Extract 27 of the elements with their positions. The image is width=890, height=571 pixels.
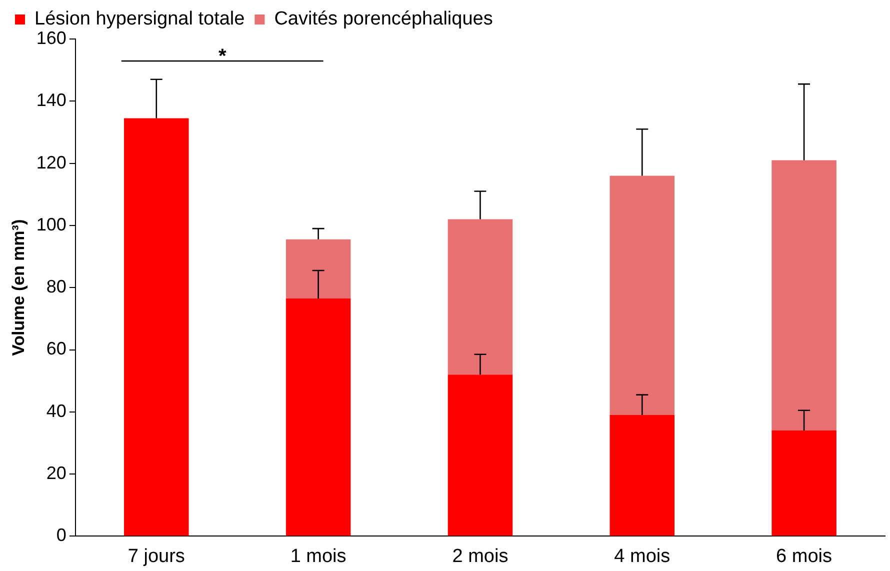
bar xyxy=(286,298,351,536)
y-tick-label: 0 xyxy=(56,525,66,546)
y-tick-label: 100 xyxy=(36,214,66,234)
y-tick-label: 160 xyxy=(36,28,66,48)
bar xyxy=(772,430,836,536)
bar xyxy=(124,118,189,536)
legend-label: Cavités porencéphaliques xyxy=(274,8,493,30)
x-tick-label: 1 mois xyxy=(290,546,346,567)
x-tick-label: 2 mois xyxy=(452,546,508,567)
annotation: * xyxy=(218,46,226,68)
y-tick-label: 40 xyxy=(46,400,66,421)
y-tick-label: 140 xyxy=(36,90,66,110)
y-tick-label: 80 xyxy=(46,276,66,297)
x-tick-label: 6 mois xyxy=(776,546,832,567)
legend-label: Lésion hypersignal totale xyxy=(34,8,245,30)
y-tick-label: 20 xyxy=(46,463,66,484)
y-axis-title: Volume (en mm³) xyxy=(8,219,28,356)
y-tick-label: 60 xyxy=(46,338,66,359)
x-tick-label: 4 mois xyxy=(614,546,670,567)
bar xyxy=(772,160,836,431)
bar xyxy=(610,176,675,416)
x-tick-label: 7 jours xyxy=(128,546,185,567)
bar xyxy=(448,374,513,536)
bar xyxy=(286,239,351,298)
y-tick-label: 120 xyxy=(36,152,66,172)
bar xyxy=(448,219,513,375)
bar xyxy=(610,415,675,536)
